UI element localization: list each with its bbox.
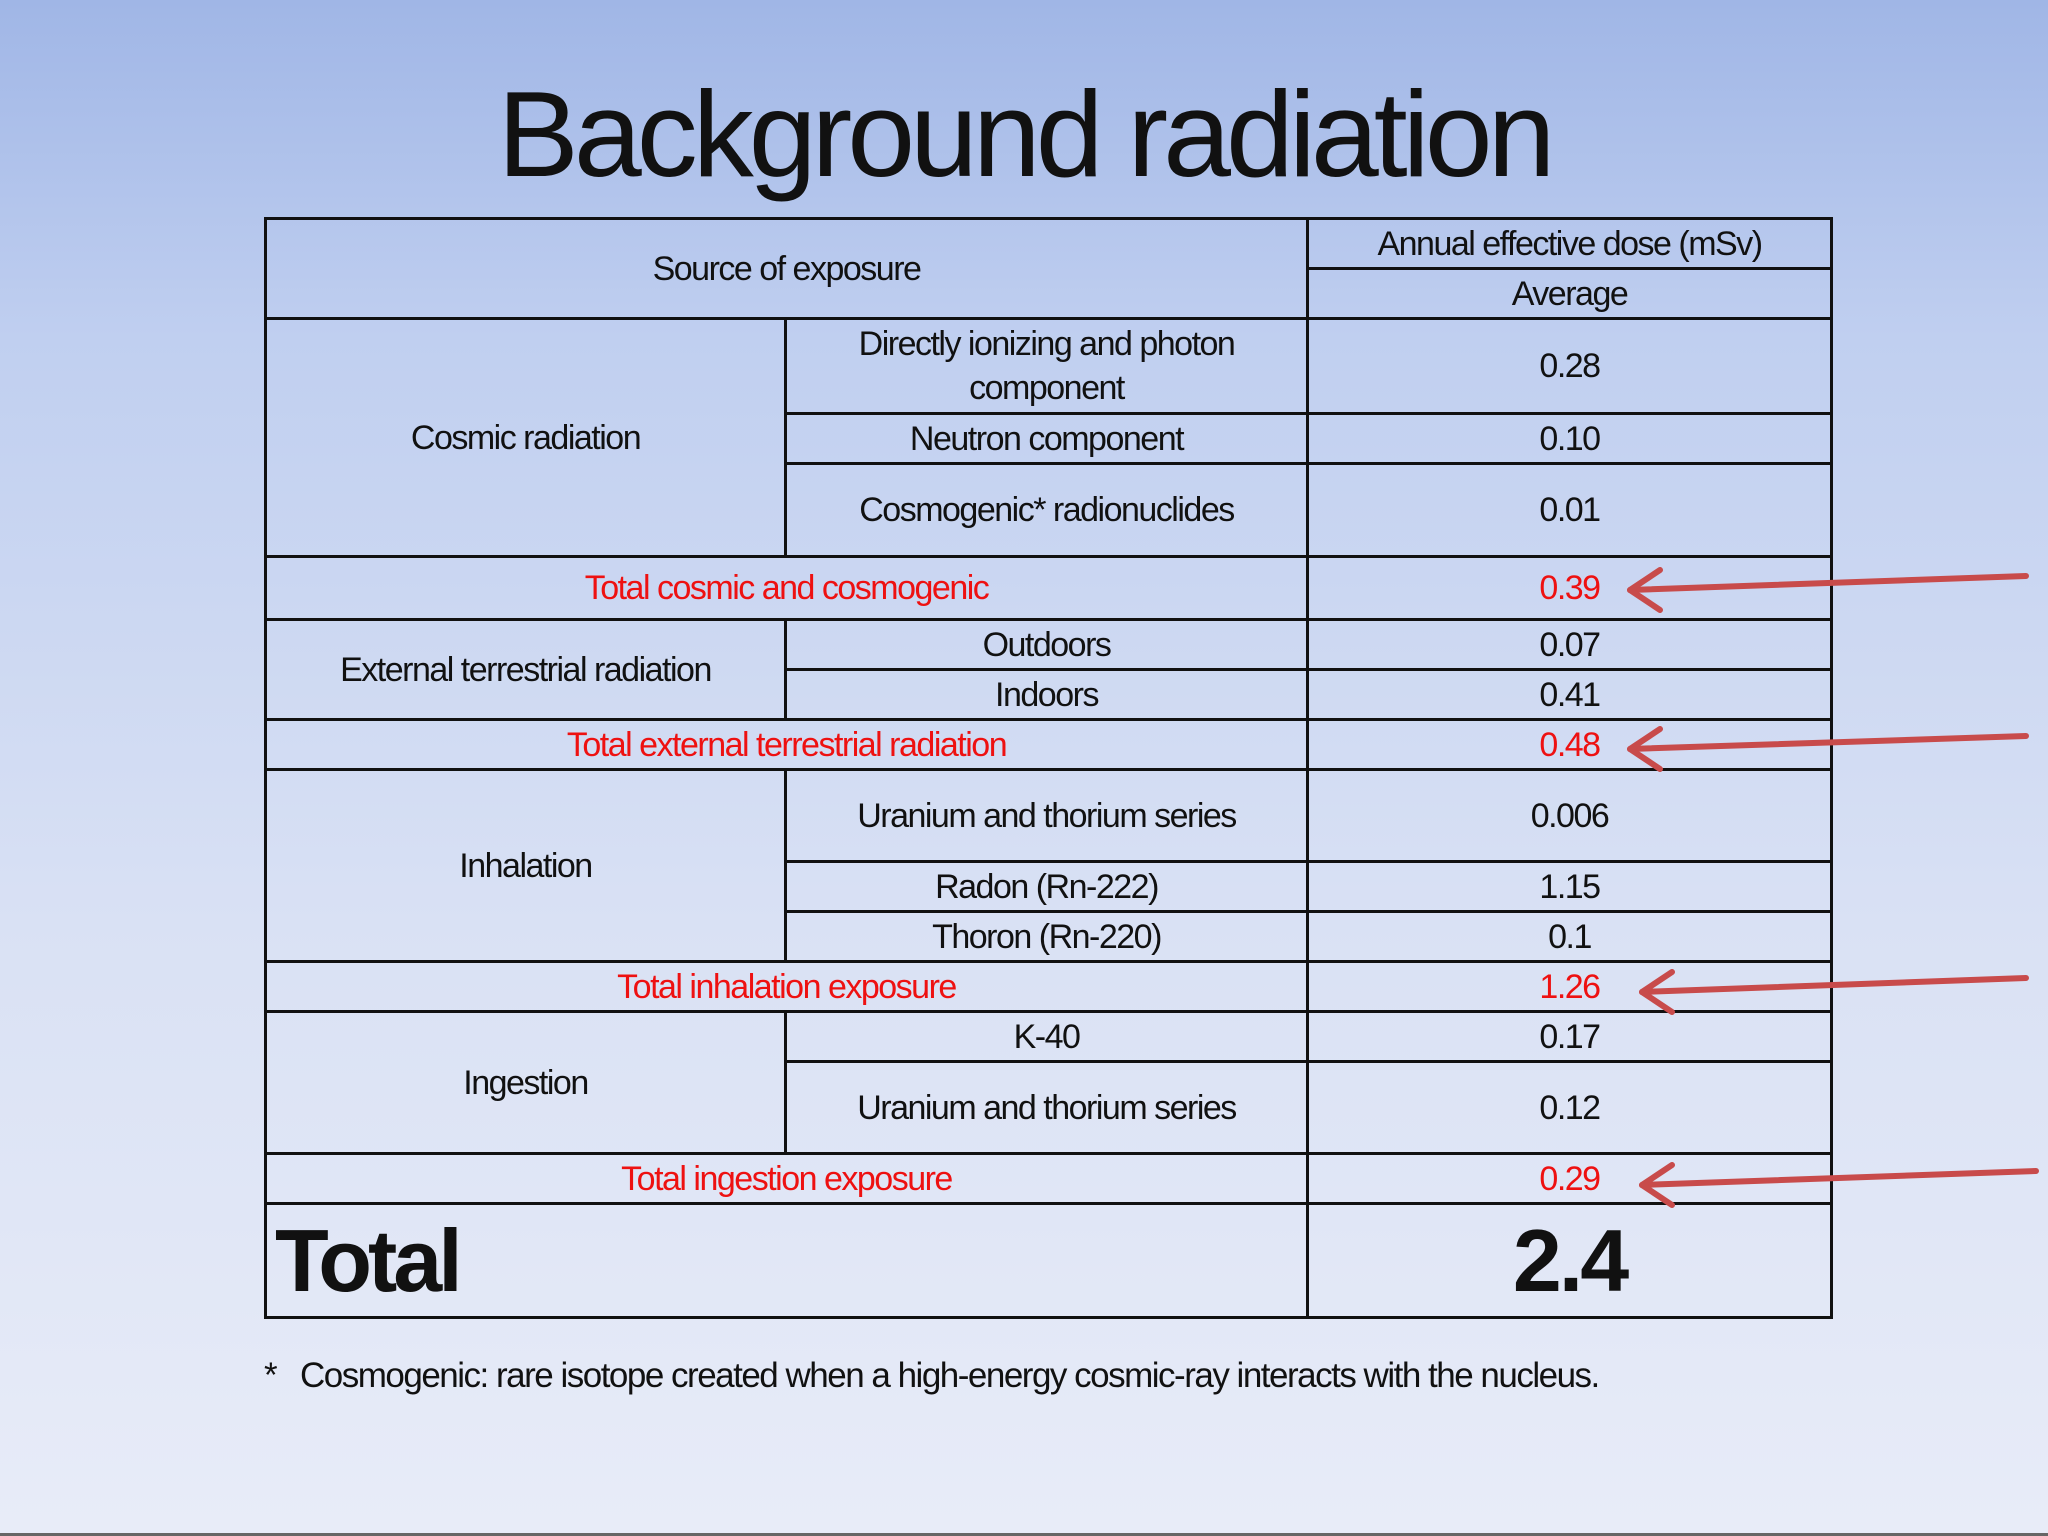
- slide-title: Background radiation: [497, 66, 1556, 202]
- total-cosmic-value: 0.39: [1306, 555, 1833, 621]
- row-value: 0.1: [1306, 910, 1833, 963]
- row-label: K-40: [784, 1010, 1309, 1063]
- row-label: Uranium and thorium series: [784, 768, 1309, 863]
- total-external-value: 0.48: [1306, 718, 1833, 771]
- row-value: 0.006: [1306, 768, 1833, 863]
- header-source: Source of exposure: [264, 217, 1309, 320]
- total-ingestion-value: 0.29: [1306, 1152, 1833, 1205]
- row-value: 0.07: [1306, 618, 1833, 671]
- header-dose: Annual effective dose (mSv): [1306, 217, 1833, 270]
- row-value: 0.12: [1306, 1060, 1833, 1155]
- group-ingestion: Ingestion: [264, 1010, 787, 1155]
- grand-total-label: Total: [264, 1202, 1309, 1319]
- group-inhalation: Inhalation: [264, 768, 787, 963]
- total-ingestion-label: Total ingestion exposure: [264, 1152, 1309, 1205]
- row-value: 0.17: [1306, 1010, 1833, 1063]
- footnote-text: Cosmogenic: rare isotope created when a …: [300, 1356, 1600, 1395]
- bottom-border: [0, 1533, 2048, 1536]
- row-label: Indoors: [784, 668, 1309, 721]
- row-label: Directly ionizing and photon component: [784, 317, 1309, 415]
- total-cosmic-label: Total cosmic and cosmogenic: [264, 555, 1309, 621]
- row-value: 0.10: [1306, 412, 1833, 465]
- row-label: Thoron (Rn-220): [784, 910, 1309, 963]
- row-label: Outdoors: [784, 618, 1309, 671]
- row-label: Cosmogenic* radionuclides: [784, 462, 1309, 558]
- total-external-label: Total external terrestrial radiation: [264, 718, 1309, 771]
- row-label: Neutron component: [784, 412, 1309, 465]
- row-value: 0.41: [1306, 668, 1833, 721]
- group-cosmic: Cosmic radiation: [264, 317, 787, 558]
- total-inhalation-label: Total inhalation exposure: [264, 960, 1309, 1013]
- row-label: Radon (Rn-222): [784, 860, 1309, 913]
- row-value: 0.28: [1306, 317, 1833, 415]
- total-inhalation-value: 1.26: [1306, 960, 1833, 1013]
- header-average: Average: [1306, 267, 1833, 320]
- row-value: 0.01: [1306, 462, 1833, 558]
- dose-table: Source of exposure Annual effective dose…: [264, 217, 1833, 1319]
- footnote: * Cosmogenic: rare isotope created when a…: [264, 1356, 1600, 1396]
- footnote-marker: *: [264, 1356, 278, 1395]
- group-external: External terrestrial radiation: [264, 618, 787, 721]
- grand-total-value: 2.4: [1306, 1202, 1833, 1319]
- row-value: 1.15: [1306, 860, 1833, 913]
- row-label: Uranium and thorium series: [784, 1060, 1309, 1155]
